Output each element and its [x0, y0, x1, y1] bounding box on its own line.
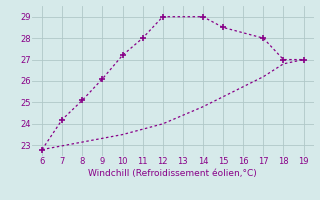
X-axis label: Windchill (Refroidissement éolien,°C): Windchill (Refroidissement éolien,°C) — [88, 169, 257, 178]
